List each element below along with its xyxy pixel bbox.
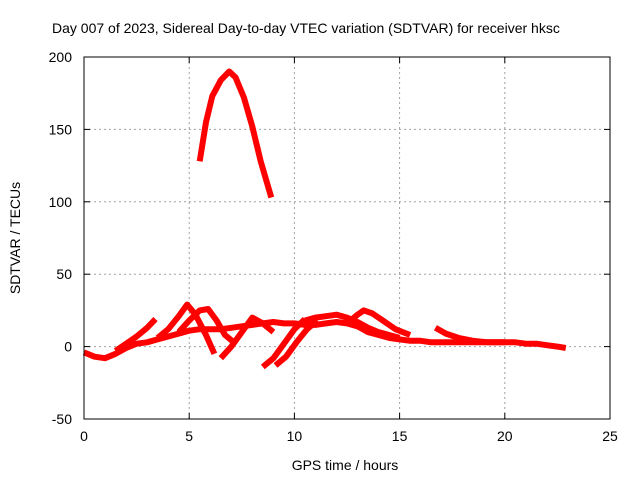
plot-frame — [83, 56, 611, 420]
x-tick-label: 0 — [80, 428, 88, 444]
series-line-arc-high — [196, 68, 275, 199]
y-tick-label: 50 — [56, 266, 72, 282]
x-axis-label: GPS time / hours — [292, 457, 399, 473]
series-line-arc-f — [273, 318, 320, 368]
axis-ticks: 0 5 10 15 20 25 -50 0 50 100 150 200 — [49, 49, 618, 444]
x-tick-label: 20 — [497, 428, 513, 444]
x-tick-label: 10 — [287, 428, 303, 444]
x-tick-label: 25 — [602, 428, 618, 444]
series-line-arc-b — [155, 301, 218, 356]
y-tick-label: 200 — [49, 49, 73, 65]
y-tick-label: 150 — [49, 121, 73, 137]
series-line-arc-d — [218, 314, 276, 361]
chart-title: Day 007 of 2023, Sidereal Day-to-day VTE… — [52, 20, 560, 36]
series-line-arc-a — [113, 317, 158, 354]
grid — [84, 57, 610, 419]
x-tick-label: 15 — [392, 428, 408, 444]
x-tick-label: 5 — [185, 428, 193, 444]
series-line-arc-c — [176, 306, 238, 347]
data-series — [82, 68, 567, 370]
series-line-arc-e — [260, 316, 307, 370]
y-tick-label: -50 — [52, 411, 72, 427]
series-line-arc-h — [345, 307, 412, 338]
y-tick-label: 100 — [49, 194, 73, 210]
y-tick-label: 0 — [64, 339, 72, 355]
y-axis-label: SDTVAR / TECUs — [7, 182, 23, 294]
series-line-arc-i — [433, 325, 505, 346]
